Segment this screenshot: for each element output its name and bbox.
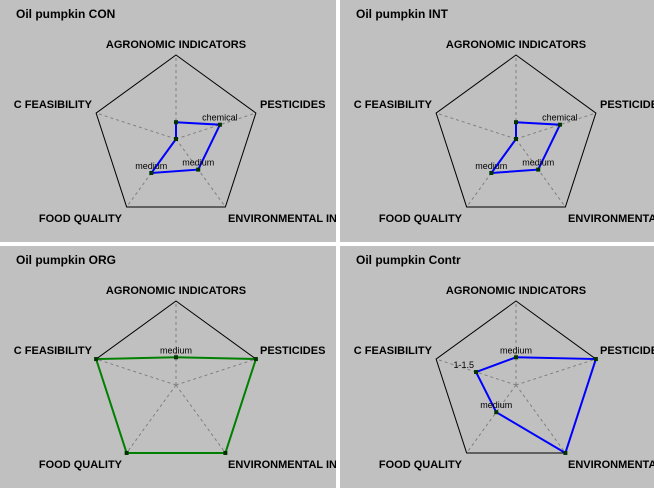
axis-label: FOOD QUALITY <box>39 213 123 225</box>
panel-title-con: Oil pumpkin CON <box>16 7 116 21</box>
series-line <box>474 356 598 455</box>
radar-spoke <box>435 112 517 140</box>
data-point <box>474 370 479 375</box>
data-point <box>593 357 598 362</box>
radar-panel-contr: AGRONOMIC INDICATORS PESTICIDES ENVIRONMEN… <box>340 246 654 488</box>
data-label: 1-1.5 <box>454 360 475 370</box>
series-line <box>149 121 222 175</box>
radar-frame <box>435 54 597 208</box>
data-label: medium <box>475 161 507 171</box>
axis-label: PESTICIDES <box>600 99 654 111</box>
radar-panel-int: AGRONOMIC INDICATORS PESTICIDES ENVIRONMEN… <box>340 0 654 242</box>
axis-label: AGRONOMIC INDICATORS <box>106 39 246 51</box>
axis-label: C FEASIBILITY <box>354 99 433 111</box>
data-label: medium <box>522 158 554 168</box>
axis-label: FOOD QUALITY <box>379 459 463 471</box>
radar-frame <box>95 54 257 208</box>
data-point <box>563 450 568 455</box>
radar-chart-contr: AGRONOMIC INDICATORS PESTICIDES ENVIRONMEN… <box>354 285 654 471</box>
panel-title-org: Oil pumpkin ORG <box>16 253 117 267</box>
axis-label: C FEASIBILITY <box>354 345 433 357</box>
radar-spoke <box>95 112 177 140</box>
axis-label: C FEASIBILITY <box>14 345 93 357</box>
radar-spoke <box>515 384 566 454</box>
radar-panel-org: AGRONOMIC INDICATORS PESTICIDES ENVIRONMEN… <box>0 246 336 488</box>
panel-title-contr: Oil pumpkin Contr <box>356 253 461 267</box>
data-label: chemical <box>542 113 578 123</box>
data-label: medium <box>160 345 192 355</box>
data-point <box>94 357 99 362</box>
radar-spoke <box>95 358 177 386</box>
data-point <box>217 122 222 127</box>
data-point <box>489 170 494 175</box>
axis-label: PESTICIDES <box>260 99 325 111</box>
radar-chart-int: AGRONOMIC INDICATORS PESTICIDES ENVIRONMEN… <box>354 39 654 225</box>
axis-label: ENVIRONMENTAL I <box>568 213 654 225</box>
axis-label: AGRONOMIC INDICATORS <box>446 39 586 51</box>
data-point <box>253 357 258 362</box>
series-line <box>489 121 562 175</box>
axis-label: PESTICIDES <box>260 345 325 357</box>
axis-label: AGRONOMIC INDICATORS <box>446 285 586 297</box>
radar-chart-con: AGRONOMIC INDICATORS PESTICIDES ENVIRONMEN… <box>14 39 336 225</box>
axis-label: C FEASIBILITY <box>14 99 93 111</box>
radar-spoke <box>175 138 226 208</box>
radar-frame <box>435 300 597 454</box>
data-point <box>514 120 518 125</box>
data-point <box>174 120 178 125</box>
data-point <box>514 137 518 141</box>
data-point <box>149 170 154 175</box>
radar-spoke <box>515 138 566 208</box>
radar-spoke <box>126 384 177 454</box>
axis-label: FOOD QUALITY <box>379 213 463 225</box>
series-line <box>94 356 258 454</box>
radar-chart-org: AGRONOMIC INDICATORS PESTICIDES ENVIRONMEN… <box>14 285 336 471</box>
axis-label: ENVIRONMENTAL IN <box>228 459 336 471</box>
data-label: medium <box>135 161 167 171</box>
radar-panel-con: AGRONOMIC INDICATORS PESTICIDES ENVIRONMEN… <box>0 0 336 242</box>
data-point <box>124 450 129 455</box>
axis-label: FOOD QUALITY <box>39 459 123 471</box>
data-label: medium <box>500 345 532 355</box>
data-label: chemical <box>202 113 238 123</box>
data-point <box>514 355 518 360</box>
data-point <box>174 355 178 360</box>
radar-spoke <box>175 112 257 140</box>
data-point <box>174 137 178 141</box>
data-label: medium <box>182 158 214 168</box>
data-point <box>196 167 201 172</box>
radar-spoke <box>175 384 226 454</box>
axis-label: ENVIRONMENTAL IN <box>228 213 336 225</box>
axis-label: PESTICIDES <box>600 345 654 357</box>
data-point <box>557 122 562 127</box>
data-point <box>494 410 499 415</box>
axis-label: AGRONOMIC INDICATORS <box>106 285 246 297</box>
data-point <box>223 450 228 455</box>
data-point <box>536 167 541 172</box>
radar-spoke <box>515 358 597 386</box>
data-label: medium <box>480 400 512 410</box>
panel-title-int: Oil pumpkin INT <box>356 7 448 21</box>
radar-spoke <box>175 358 257 386</box>
radar-spoke <box>515 112 597 140</box>
axis-label: ENVIRONMENTAL I <box>568 459 654 471</box>
